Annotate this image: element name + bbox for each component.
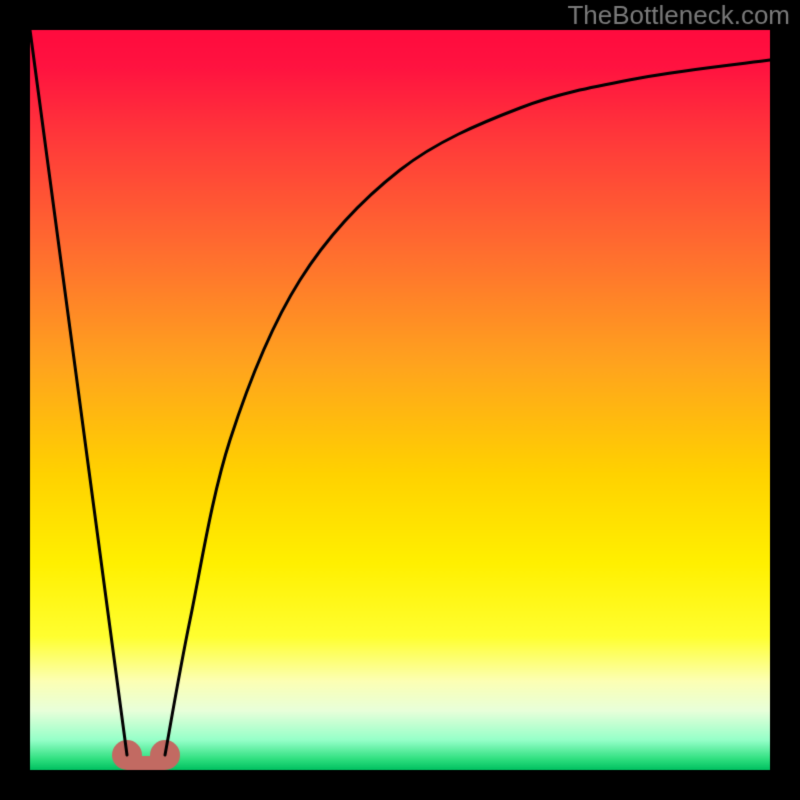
chart-container bbox=[0, 0, 800, 800]
bottleneck-chart-canvas bbox=[0, 0, 800, 800]
